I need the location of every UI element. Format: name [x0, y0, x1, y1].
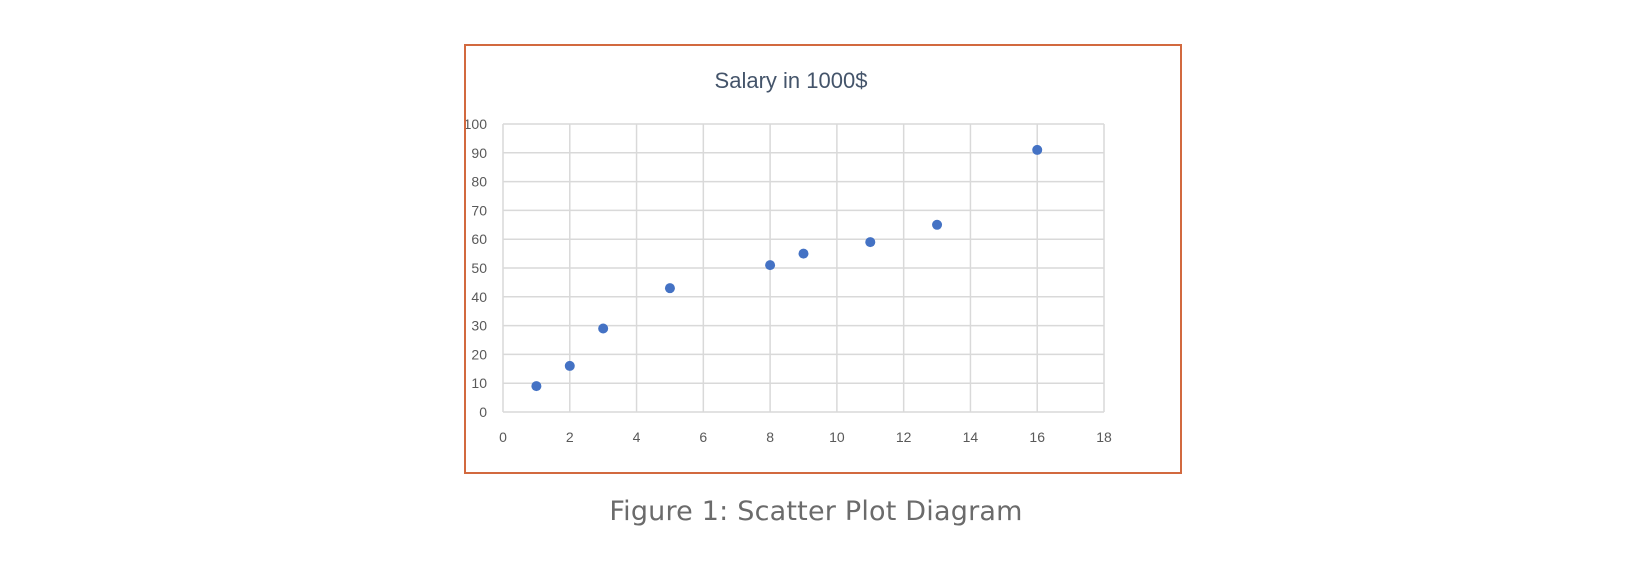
- y-tick-label: 30: [471, 318, 487, 334]
- scatter-chart: Salary in 1000$ 0 2 4 6 8 10 12 14 16 18 0 10 20 30 40…: [466, 68, 1112, 445]
- figure-caption: Figure 1: Scatter Plot Diagram: [609, 496, 1023, 527]
- x-tick-label: 0: [499, 429, 507, 445]
- data-point: [1032, 144, 1043, 155]
- y-tick-label: 50: [471, 260, 487, 276]
- chart-frame: Salary in 1000$ 0 2 4 6 8 10 12 14 16 18 0 10 20 30 40…: [464, 44, 1182, 474]
- y-tick-label: 70: [471, 202, 487, 218]
- data-point: [865, 237, 876, 248]
- data-point: [531, 381, 542, 392]
- x-tick-label: 16: [1029, 429, 1045, 445]
- data-points: [531, 144, 1043, 392]
- x-tick-label: 10: [829, 429, 845, 445]
- y-tick-label: 60: [471, 231, 487, 247]
- data-point: [664, 283, 675, 294]
- tick-labels: 0 2 4 6 8 10 12 14 16 18 0 10 20 30 40 50 60 70 80 90 100: [466, 116, 1112, 445]
- y-tick-label: 10: [471, 375, 487, 391]
- y-tick-label: 80: [471, 174, 487, 190]
- x-tick-label: 8: [766, 429, 774, 445]
- data-point: [798, 248, 809, 259]
- x-tick-label: 4: [633, 429, 641, 445]
- x-tick-label: 6: [699, 429, 707, 445]
- y-tick-label: 100: [466, 116, 487, 132]
- x-tick-label: 14: [963, 429, 979, 445]
- chart-title: Salary in 1000$: [715, 68, 868, 93]
- x-tick-label: 12: [896, 429, 912, 445]
- y-tick-label: 20: [471, 346, 487, 362]
- y-tick-label: 0: [479, 404, 487, 420]
- y-tick-label: 40: [471, 289, 487, 305]
- data-point: [932, 219, 943, 230]
- data-point: [765, 260, 776, 271]
- data-point: [598, 323, 609, 334]
- x-tick-label: 18: [1096, 429, 1112, 445]
- grid-layer: [502, 123, 1105, 413]
- data-point: [564, 360, 575, 371]
- x-tick-label: 2: [566, 429, 574, 445]
- y-tick-label: 90: [471, 145, 487, 161]
